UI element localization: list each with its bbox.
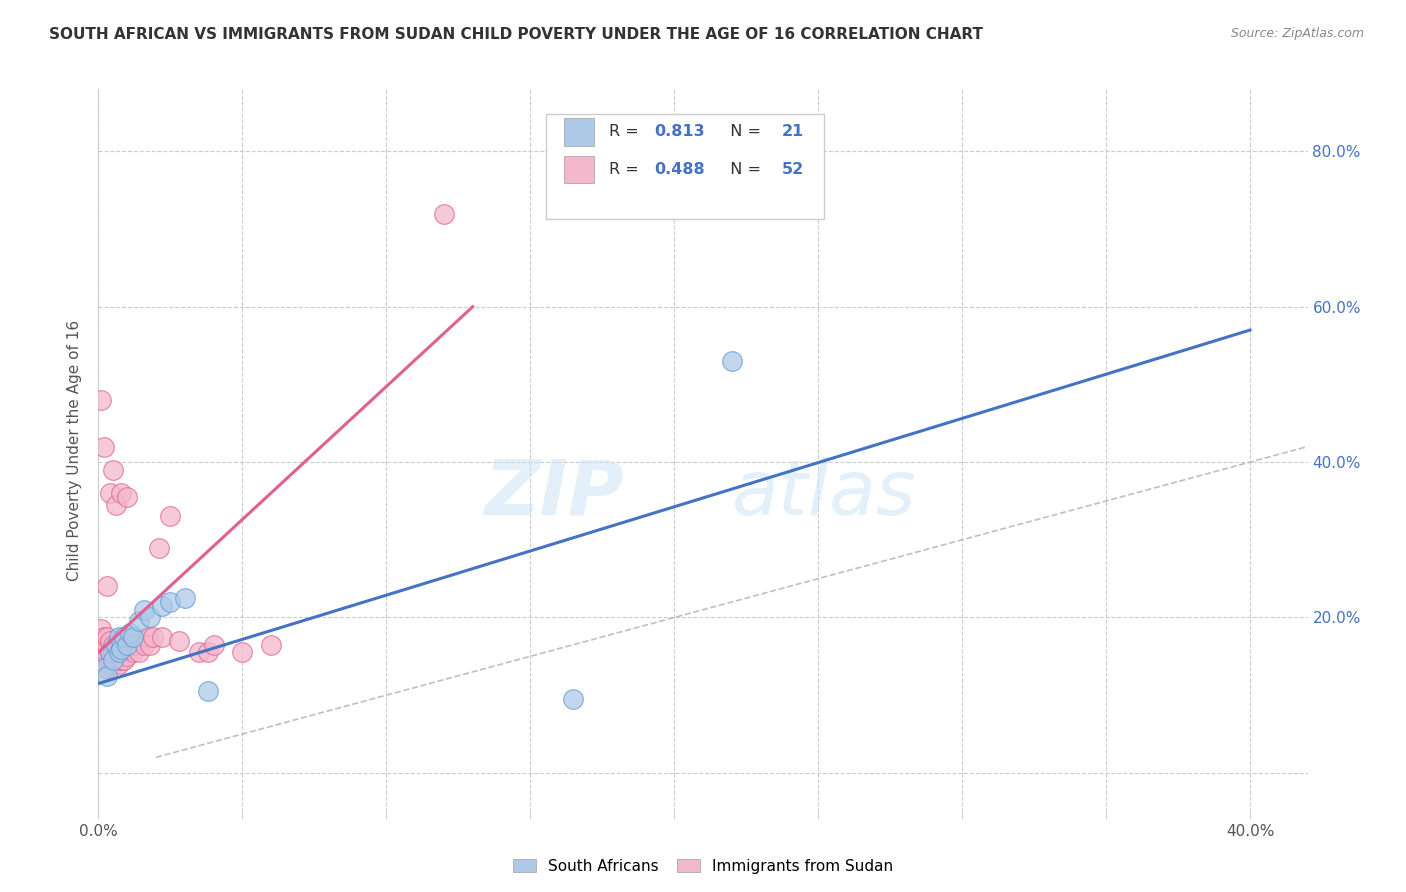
Point <box>98 645 121 659</box>
Point <box>101 645 124 659</box>
Point <box>173 591 195 605</box>
Point <box>260 638 283 652</box>
Point <box>93 630 115 644</box>
Point <box>197 645 219 659</box>
Point <box>120 626 142 640</box>
Point <box>231 645 253 659</box>
FancyBboxPatch shape <box>546 114 824 219</box>
FancyBboxPatch shape <box>564 156 595 183</box>
Y-axis label: Child Poverty Under the Age of 16: Child Poverty Under the Age of 16 <box>67 320 83 581</box>
Text: SOUTH AFRICAN VS IMMIGRANTS FROM SUDAN CHILD POVERTY UNDER THE AGE OF 16 CORRELA: SOUTH AFRICAN VS IMMIGRANTS FROM SUDAN C… <box>49 27 983 42</box>
Text: ZIP: ZIP <box>485 457 624 531</box>
Point <box>96 630 118 644</box>
Point <box>142 630 165 644</box>
Point <box>202 638 225 652</box>
Point <box>112 630 135 644</box>
Point <box>115 490 138 504</box>
Text: R =: R = <box>609 162 644 177</box>
Point <box>128 645 150 659</box>
Point <box>96 661 118 675</box>
Point <box>98 645 121 659</box>
Point <box>720 354 742 368</box>
Text: 52: 52 <box>782 162 804 177</box>
Point <box>93 641 115 656</box>
Point <box>139 610 162 624</box>
Point <box>110 486 132 500</box>
Point <box>90 392 112 407</box>
Point <box>104 638 127 652</box>
Point <box>90 633 112 648</box>
Point <box>120 641 142 656</box>
Point <box>96 638 118 652</box>
Point <box>101 638 124 652</box>
Point <box>159 509 181 524</box>
Point <box>134 638 156 652</box>
FancyBboxPatch shape <box>564 118 595 145</box>
Point <box>93 440 115 454</box>
Legend: South Africans, Immigrants from Sudan: South Africans, Immigrants from Sudan <box>506 853 900 880</box>
Point <box>115 638 138 652</box>
Point <box>98 633 121 648</box>
Point <box>107 645 129 659</box>
Point <box>90 645 112 659</box>
Point <box>112 638 135 652</box>
Point <box>150 630 173 644</box>
Point <box>167 633 190 648</box>
Point <box>93 661 115 675</box>
Point <box>125 638 148 652</box>
Point <box>188 645 211 659</box>
Point <box>90 622 112 636</box>
Point <box>96 579 118 593</box>
Point <box>98 657 121 672</box>
Point <box>131 633 153 648</box>
Point <box>101 653 124 667</box>
Text: 0.813: 0.813 <box>655 124 706 139</box>
Point <box>107 638 129 652</box>
Point <box>112 653 135 667</box>
Text: Source: ZipAtlas.com: Source: ZipAtlas.com <box>1230 27 1364 40</box>
Text: N =: N = <box>720 162 766 177</box>
Point <box>93 653 115 667</box>
Text: N =: N = <box>720 124 766 139</box>
Point <box>104 498 127 512</box>
Text: 21: 21 <box>782 124 804 139</box>
Point <box>101 463 124 477</box>
Point <box>101 657 124 672</box>
Point <box>96 649 118 664</box>
Point <box>107 657 129 672</box>
Point <box>110 653 132 667</box>
Point <box>433 206 456 220</box>
Point <box>98 486 121 500</box>
Point <box>159 595 181 609</box>
Point <box>122 630 145 644</box>
Point <box>107 645 129 659</box>
Point <box>115 649 138 664</box>
Point <box>197 684 219 698</box>
Text: atlas: atlas <box>731 457 917 531</box>
Text: 0.488: 0.488 <box>655 162 706 177</box>
Point <box>107 630 129 644</box>
Point <box>104 653 127 667</box>
Point <box>134 603 156 617</box>
Point <box>128 615 150 629</box>
Point <box>139 638 162 652</box>
Point <box>104 645 127 659</box>
Text: R =: R = <box>609 124 644 139</box>
Point <box>110 641 132 656</box>
Point <box>148 541 170 555</box>
Point <box>96 669 118 683</box>
Point <box>122 645 145 659</box>
Point <box>562 692 585 706</box>
Point <box>150 599 173 613</box>
Point <box>136 630 159 644</box>
